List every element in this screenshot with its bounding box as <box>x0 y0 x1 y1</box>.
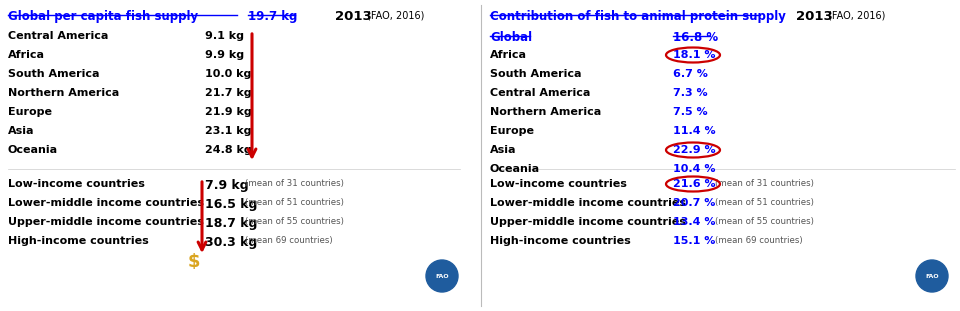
Text: Northern America: Northern America <box>8 88 119 98</box>
Text: (mean of 51 countries): (mean of 51 countries) <box>715 198 814 207</box>
Text: Central America: Central America <box>8 31 108 41</box>
Text: FAO: FAO <box>925 273 939 278</box>
Text: High-income countries: High-income countries <box>490 236 631 246</box>
Text: 9.1 kg: 9.1 kg <box>205 31 244 41</box>
Text: Africa: Africa <box>490 50 527 60</box>
Text: 24.8 kg: 24.8 kg <box>205 145 252 155</box>
Text: 20.7 %: 20.7 % <box>673 198 715 208</box>
Text: (mean 69 countries): (mean 69 countries) <box>715 236 803 245</box>
Text: (mean of 31 countries): (mean of 31 countries) <box>715 179 814 188</box>
Text: Europe: Europe <box>490 126 534 136</box>
Text: Asia: Asia <box>490 145 516 155</box>
Text: Contribution of fish to animal protein supply: Contribution of fish to animal protein s… <box>490 10 786 23</box>
Text: Low-income countries: Low-income countries <box>490 179 627 189</box>
Text: (mean 69 countries): (mean 69 countries) <box>245 236 332 245</box>
Text: 15.1 %: 15.1 % <box>673 236 715 246</box>
Text: Lower-middle income countries: Lower-middle income countries <box>490 198 686 208</box>
Text: 19.7 kg: 19.7 kg <box>248 10 298 23</box>
Text: Northern America: Northern America <box>490 107 601 117</box>
Text: Asia: Asia <box>8 126 35 136</box>
Text: 9.9 kg: 9.9 kg <box>205 50 244 60</box>
Text: FAO: FAO <box>435 273 449 278</box>
Text: 22.9 %: 22.9 % <box>673 145 715 155</box>
Text: Global per capita fish supply: Global per capita fish supply <box>8 10 198 23</box>
Text: 11.4 %: 11.4 % <box>673 126 715 136</box>
Text: South America: South America <box>490 69 582 79</box>
Text: 7.9 kg: 7.9 kg <box>205 179 249 192</box>
Circle shape <box>426 260 458 292</box>
Text: 7.5 %: 7.5 % <box>673 107 708 117</box>
Text: (FAO, 2016): (FAO, 2016) <box>828 10 885 20</box>
Text: Upper-middle income countries: Upper-middle income countries <box>490 217 685 227</box>
Text: 2013: 2013 <box>335 10 372 23</box>
Text: 23.1 kg: 23.1 kg <box>205 126 252 136</box>
Text: Lower-middle income countries: Lower-middle income countries <box>8 198 204 208</box>
Text: 6.7 %: 6.7 % <box>673 69 708 79</box>
Text: (mean of 31 countries): (mean of 31 countries) <box>245 179 344 188</box>
Text: 16.8 %: 16.8 % <box>673 31 718 44</box>
Text: (FAO, 2016): (FAO, 2016) <box>367 10 424 20</box>
Text: Oceania: Oceania <box>490 164 540 174</box>
Text: Upper-middle income countries: Upper-middle income countries <box>8 217 204 227</box>
Text: (mean of 55 countries): (mean of 55 countries) <box>245 217 344 226</box>
Text: (mean of 51 countries): (mean of 51 countries) <box>245 198 344 207</box>
Text: 2013: 2013 <box>796 10 832 23</box>
Text: High-income countries: High-income countries <box>8 236 149 246</box>
Text: Africa: Africa <box>8 50 45 60</box>
Text: 10.0 kg: 10.0 kg <box>205 69 252 79</box>
Text: (mean of 55 countries): (mean of 55 countries) <box>715 217 814 226</box>
Text: South America: South America <box>8 69 100 79</box>
Text: Global: Global <box>490 31 532 44</box>
Text: 7.3 %: 7.3 % <box>673 88 708 98</box>
Text: 30.3 kg: 30.3 kg <box>205 236 257 249</box>
Text: Europe: Europe <box>8 107 52 117</box>
Text: 10.4 %: 10.4 % <box>673 164 715 174</box>
Text: Central America: Central America <box>490 88 590 98</box>
Text: 21.6 %: 21.6 % <box>673 179 715 189</box>
Text: 13.4 %: 13.4 % <box>673 217 715 227</box>
Text: 16.5 kg: 16.5 kg <box>205 198 257 211</box>
Text: 21.7 kg: 21.7 kg <box>205 88 252 98</box>
Circle shape <box>916 260 948 292</box>
Text: 21.9 kg: 21.9 kg <box>205 107 252 117</box>
Text: 18.7 kg: 18.7 kg <box>205 217 257 230</box>
Text: 18.1 %: 18.1 % <box>673 50 715 60</box>
Text: $: $ <box>188 253 201 271</box>
Text: Oceania: Oceania <box>8 145 59 155</box>
Text: Low-income countries: Low-income countries <box>8 179 145 189</box>
